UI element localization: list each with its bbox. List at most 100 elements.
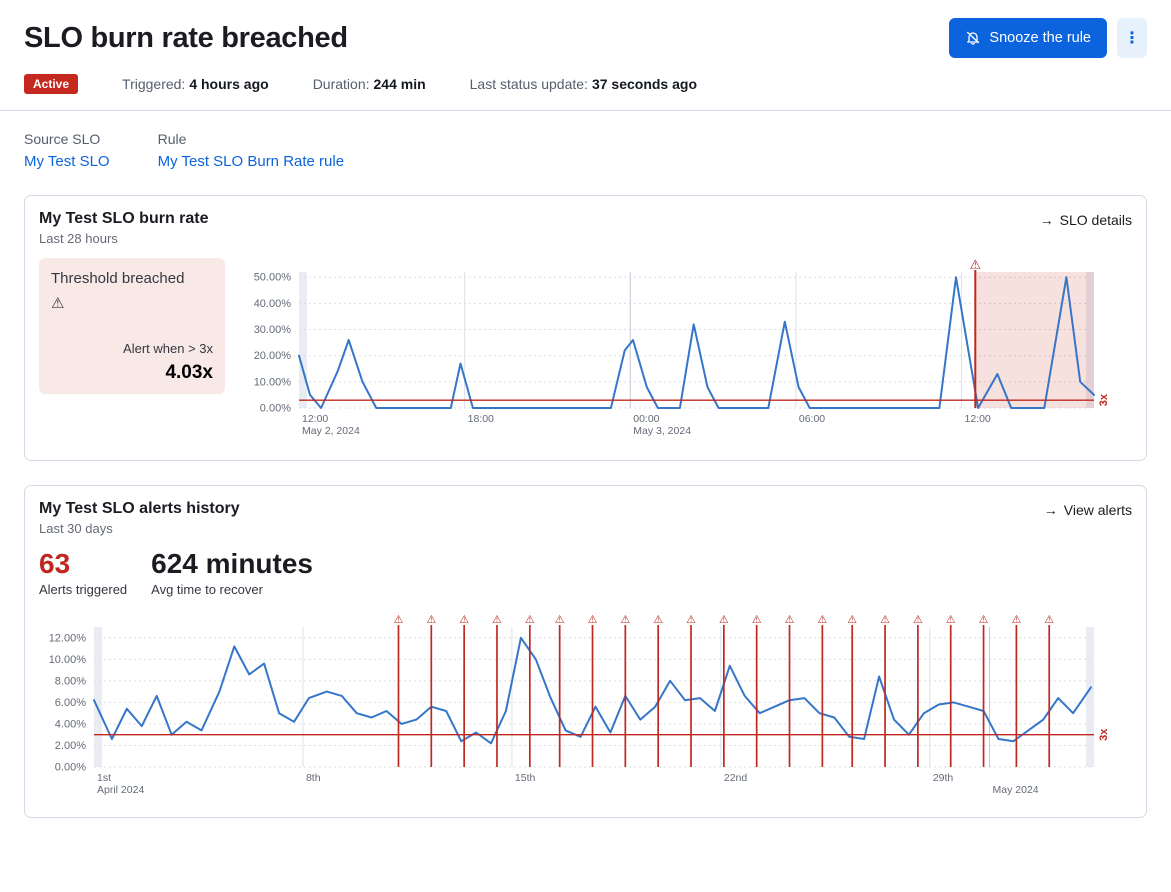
svg-text:⚠: ⚠ xyxy=(913,614,923,626)
svg-text:8.00%: 8.00% xyxy=(55,676,86,688)
duration-value: 244 min xyxy=(373,76,426,92)
svg-text:40.00%: 40.00% xyxy=(254,298,292,310)
alerts-stats-row: 63 Alerts triggered 624 minutes Avg time… xyxy=(39,548,1132,597)
svg-text:8th: 8th xyxy=(306,772,321,784)
svg-text:6.00%: 6.00% xyxy=(55,697,86,709)
svg-text:⚠: ⚠ xyxy=(979,614,989,626)
rule-link[interactable]: My Test SLO Burn Rate rule xyxy=(157,153,345,170)
svg-text:⚠: ⚠ xyxy=(653,614,663,626)
svg-text:⚠: ⚠ xyxy=(1011,614,1021,626)
alert-condition-text: Alert when > 3x xyxy=(123,341,213,356)
source-slo-link[interactable]: My Test SLO xyxy=(24,153,110,170)
snooze-rule-button[interactable]: Snooze the rule xyxy=(949,18,1107,58)
warning-triangle-icon: ⚠ xyxy=(51,295,65,312)
svg-text:50.00%: 50.00% xyxy=(254,272,292,284)
svg-text:06:00: 06:00 xyxy=(799,413,825,425)
svg-text:0.00%: 0.00% xyxy=(260,403,291,415)
burn-rate-card-body: Threshold breached ⚠ Alert when > 3x 4.0… xyxy=(39,258,1132,446)
slo-details-link[interactable]: → SLO details xyxy=(1040,212,1132,228)
burn-rate-chart[interactable]: 0.00% 10.00% 20.00% 30.00% 40.00% 50.00% 12:00… xyxy=(239,258,1119,446)
alerts-history-chart[interactable]: 0.00% 2.00% 4.00% 6.00% 8.00% 10.00% 12.00% 1st… xyxy=(39,607,1119,803)
burn-rate-card-header: My Test SLO burn rate Last 28 hours → SL… xyxy=(39,210,1132,246)
more-actions-button[interactable]: ⋮ xyxy=(1117,18,1147,58)
svg-text:⚠: ⚠ xyxy=(1044,614,1054,626)
burn-rate-card-subtitle: Last 28 hours xyxy=(39,231,118,246)
slo-details-link-label: SLO details xyxy=(1059,212,1132,228)
svg-text:⚠: ⚠ xyxy=(686,614,696,626)
svg-text:⚠: ⚠ xyxy=(394,614,404,626)
duration-label: Duration: xyxy=(312,76,370,92)
status-row: Active Triggered: 4 hours ago Duration: 24… xyxy=(24,74,1147,94)
svg-text:4.00%: 4.00% xyxy=(55,719,86,731)
svg-text:18:00: 18:00 xyxy=(468,413,494,425)
source-slo-label: Source SLO xyxy=(24,131,101,147)
svg-text:12:00: 12:00 xyxy=(302,413,328,425)
header-divider xyxy=(0,110,1171,111)
burn-rate-value: 4.03x xyxy=(165,362,213,383)
svg-text:12:00: 12:00 xyxy=(965,413,991,425)
alerts-triggered-label: Alerts triggered xyxy=(39,582,128,598)
svg-text:⚠: ⚠ xyxy=(426,614,436,626)
svg-text:3x: 3x xyxy=(1098,393,1110,406)
threshold-breached-title: Threshold breached xyxy=(51,270,185,287)
svg-text:30.00%: 30.00% xyxy=(254,324,292,336)
svg-text:⚠: ⚠ xyxy=(588,614,598,626)
last-status-update-label: Last status update: xyxy=(469,76,588,92)
bell-slash-icon xyxy=(965,30,981,46)
last-status-update-meta: Last status update: 37 seconds ago xyxy=(470,76,697,92)
status-badge: Active xyxy=(24,74,79,94)
view-alerts-link[interactable]: → View alerts xyxy=(1044,502,1132,518)
source-row: Source SLO My Test SLO Rule My Test SLO … xyxy=(24,131,1147,171)
svg-text:3x: 3x xyxy=(1098,728,1110,741)
svg-text:⚠: ⚠ xyxy=(880,614,890,626)
slo-alert-detail-page: SLO burn rate breached Snooze the rule ⋮… xyxy=(0,18,1171,819)
svg-text:0.00%: 0.00% xyxy=(55,762,86,774)
alerts-triggered-stat: 63 Alerts triggered xyxy=(39,548,127,597)
avg-recover-label: Avg time to recover xyxy=(151,582,263,598)
triggered-label: Triggered: xyxy=(122,76,186,92)
svg-text:15th: 15th xyxy=(515,772,536,784)
rule-block: Rule My Test SLO Burn Rate rule xyxy=(158,131,344,171)
svg-text:10.00%: 10.00% xyxy=(49,654,87,666)
svg-text:⚠: ⚠ xyxy=(969,258,981,272)
alerts-history-card-titles: My Test SLO alerts history Last 30 days xyxy=(39,500,240,536)
svg-text:⚠: ⚠ xyxy=(555,614,565,626)
svg-text:⚠: ⚠ xyxy=(459,614,469,626)
avg-recover-stat: 624 minutes Avg time to recover xyxy=(151,548,313,597)
snooze-rule-label: Snooze the rule xyxy=(989,30,1091,46)
page-header: SLO burn rate breached Snooze the rule ⋮ xyxy=(24,18,1147,58)
svg-text:May 2, 2024: May 2, 2024 xyxy=(302,425,360,437)
arrow-right-icon: → xyxy=(1039,212,1054,228)
alerts-triggered-value: 63 xyxy=(39,548,71,579)
svg-text:⚠: ⚠ xyxy=(752,614,762,626)
svg-text:⚠: ⚠ xyxy=(817,614,827,626)
alerts-history-card-title: My Test SLO alerts history xyxy=(39,500,240,517)
svg-text:⚠: ⚠ xyxy=(492,614,502,626)
vertical-dots-icon: ⋮ xyxy=(1124,30,1140,47)
alerts-history-card-subtitle: Last 30 days xyxy=(39,521,113,536)
source-slo-block: Source SLO My Test SLO xyxy=(24,131,110,171)
rule-label: Rule xyxy=(157,131,187,147)
svg-text:⚠: ⚠ xyxy=(946,614,956,626)
triggered-value: 4 hours ago xyxy=(189,76,269,92)
duration-meta: Duration: 244 min xyxy=(313,76,426,92)
svg-text:2.00%: 2.00% xyxy=(55,740,86,752)
svg-text:May 3, 2024: May 3, 2024 xyxy=(633,425,691,437)
svg-text:29th: 29th xyxy=(933,772,954,784)
svg-text:00:00: 00:00 xyxy=(633,413,659,425)
svg-text:10.00%: 10.00% xyxy=(254,376,292,388)
arrow-right-icon: → xyxy=(1043,502,1058,518)
svg-text:20.00%: 20.00% xyxy=(254,350,292,362)
svg-text:April 2024: April 2024 xyxy=(97,784,144,796)
svg-text:May 2024: May 2024 xyxy=(993,784,1039,796)
svg-text:⚠: ⚠ xyxy=(785,614,795,626)
header-actions: Snooze the rule ⋮ xyxy=(949,18,1147,58)
burn-rate-card-titles: My Test SLO burn rate Last 28 hours xyxy=(39,210,209,246)
alerts-history-card-header: My Test SLO alerts history Last 30 days … xyxy=(39,500,1132,536)
svg-text:⚠: ⚠ xyxy=(620,614,630,626)
svg-text:1st: 1st xyxy=(97,772,111,784)
page-title: SLO burn rate breached xyxy=(24,21,348,54)
burn-rate-card-title: My Test SLO burn rate xyxy=(39,210,209,227)
svg-text:⚠: ⚠ xyxy=(847,614,857,626)
burn-rate-card: My Test SLO burn rate Last 28 hours → SL… xyxy=(24,195,1147,461)
